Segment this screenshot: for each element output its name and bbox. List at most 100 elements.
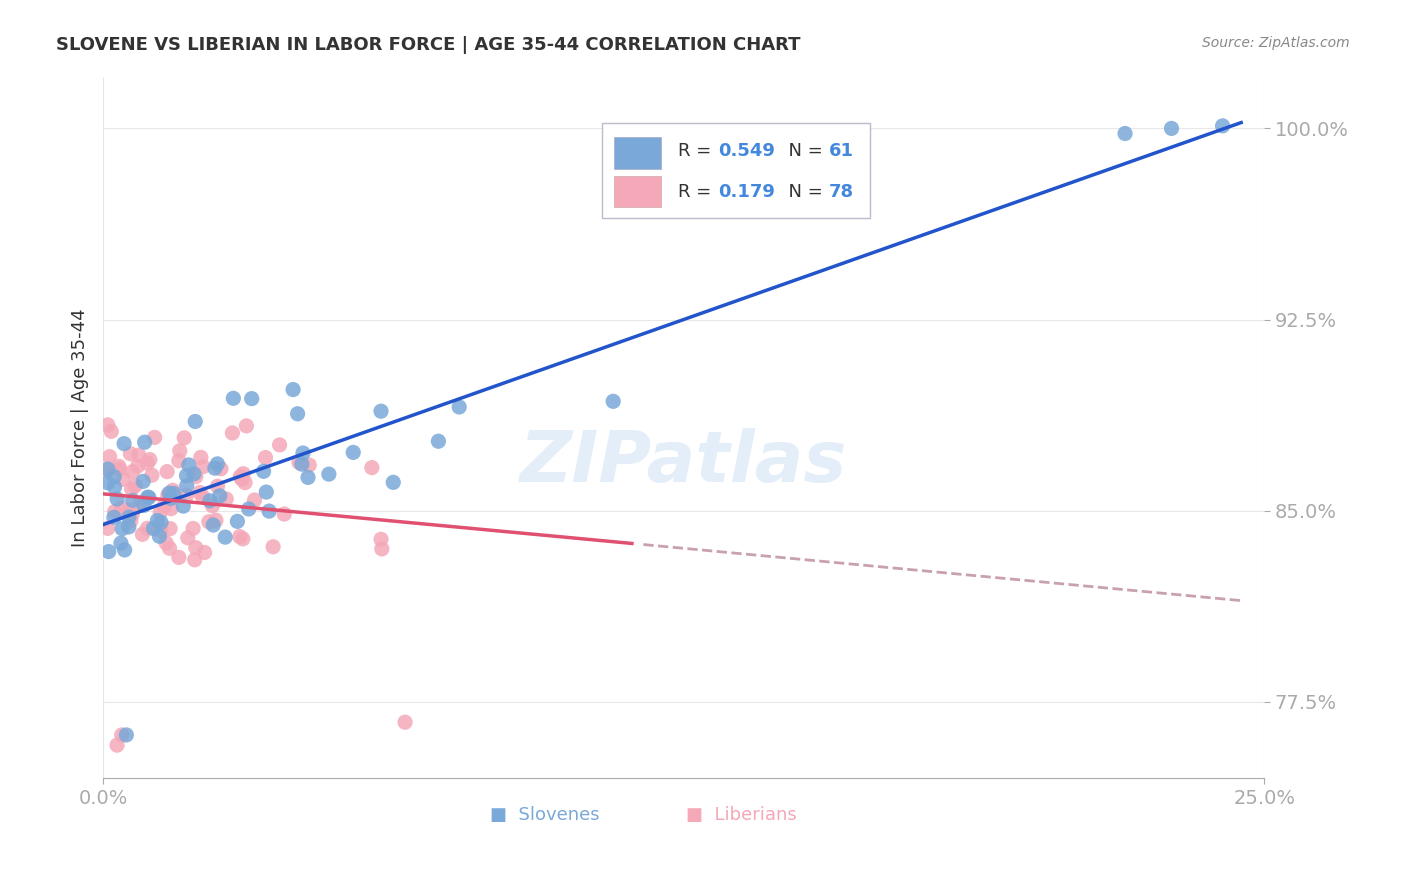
Point <box>382 475 405 490</box>
Point <box>235 418 257 433</box>
Point <box>269 438 291 452</box>
Point <box>226 514 249 528</box>
Point <box>110 501 132 516</box>
Point <box>167 550 190 565</box>
Point <box>136 521 159 535</box>
Point <box>233 475 256 490</box>
Point <box>98 450 121 464</box>
Point <box>112 436 135 450</box>
Point <box>97 462 120 476</box>
Point <box>167 453 190 467</box>
Point <box>159 522 181 536</box>
Point <box>159 541 181 556</box>
Point <box>160 491 183 506</box>
Point <box>370 533 392 547</box>
Point <box>149 506 172 520</box>
Point <box>232 467 254 481</box>
Point <box>183 553 205 567</box>
Point <box>129 495 152 509</box>
Point <box>342 445 364 459</box>
Point <box>194 545 217 559</box>
Point <box>112 472 135 486</box>
Point <box>163 486 186 500</box>
FancyBboxPatch shape <box>603 123 869 218</box>
Text: 78: 78 <box>830 183 853 201</box>
Point <box>209 462 232 476</box>
Point <box>150 516 173 530</box>
Point <box>110 536 132 550</box>
Point <box>202 518 225 533</box>
Text: SLOVENE VS LIBERIAN IN LABOR FORCE | AGE 35-44 CORRELATION CHART: SLOVENE VS LIBERIAN IN LABOR FORCE | AGE… <box>56 36 801 54</box>
Point <box>176 488 198 502</box>
Y-axis label: In Labor Force | Age 35-44: In Labor Force | Age 35-44 <box>72 309 89 547</box>
Point <box>105 738 128 752</box>
Point <box>97 544 120 558</box>
Point <box>105 491 128 506</box>
Point <box>118 510 141 524</box>
Point <box>370 404 392 418</box>
Point <box>207 457 229 471</box>
Point <box>132 499 155 513</box>
Point <box>214 530 236 544</box>
Point <box>128 448 150 462</box>
Point <box>204 461 226 475</box>
Point <box>298 458 321 472</box>
Point <box>243 493 266 508</box>
Point <box>118 520 141 534</box>
Point <box>281 383 304 397</box>
Point <box>291 457 314 471</box>
Point <box>215 491 238 506</box>
Point <box>177 458 200 472</box>
Point <box>134 435 156 450</box>
Point <box>262 540 284 554</box>
Point <box>108 462 131 476</box>
Point <box>449 400 471 414</box>
Point <box>176 468 198 483</box>
Point <box>1160 121 1182 136</box>
Point <box>146 513 169 527</box>
Point <box>111 522 134 536</box>
Point <box>103 510 125 524</box>
Point <box>127 458 149 473</box>
Point <box>184 414 207 428</box>
Point <box>602 394 624 409</box>
Point <box>1212 119 1234 133</box>
Text: 61: 61 <box>830 142 853 160</box>
Point <box>169 443 191 458</box>
Text: ■  Slovenes: ■ Slovenes <box>489 806 599 824</box>
Point <box>1114 127 1136 141</box>
Point <box>254 450 277 465</box>
Point <box>238 502 260 516</box>
Point <box>177 531 200 545</box>
Point <box>273 507 295 521</box>
Point <box>108 459 131 474</box>
Point <box>191 490 214 504</box>
Point <box>148 529 170 543</box>
Point <box>184 469 207 483</box>
Text: ZIPatlas: ZIPatlas <box>520 428 848 498</box>
Point <box>231 472 253 486</box>
Point <box>149 524 172 538</box>
Point <box>288 455 311 469</box>
Point <box>181 521 204 535</box>
Point <box>121 482 143 496</box>
Text: R =: R = <box>678 183 717 201</box>
Text: 0.549: 0.549 <box>718 142 776 160</box>
Text: N =: N = <box>776 183 828 201</box>
Point <box>153 499 176 513</box>
Point <box>156 488 179 502</box>
Point <box>157 486 180 500</box>
Point <box>103 480 125 494</box>
FancyBboxPatch shape <box>614 137 661 169</box>
Point <box>191 459 214 474</box>
Text: Source: ZipAtlas.com: Source: ZipAtlas.com <box>1202 36 1350 50</box>
Point <box>254 485 277 500</box>
Text: R =: R = <box>678 142 717 160</box>
Point <box>205 513 228 527</box>
Point <box>257 504 280 518</box>
Point <box>139 452 162 467</box>
Text: 0.179: 0.179 <box>718 183 776 201</box>
Point <box>141 468 163 483</box>
Point <box>121 508 143 522</box>
Point <box>198 493 221 508</box>
